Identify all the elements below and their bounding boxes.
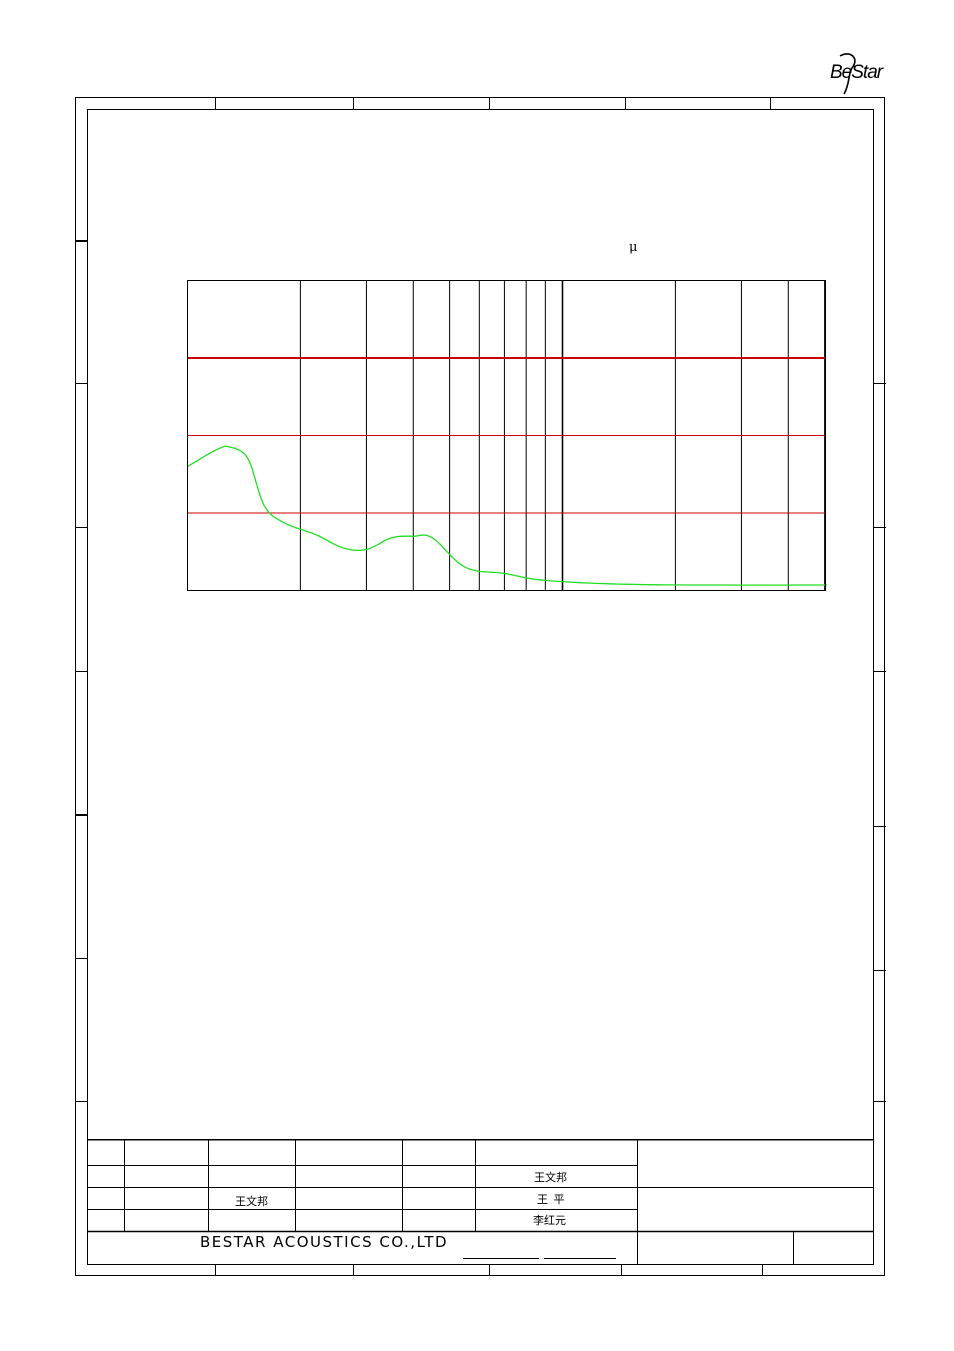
- frame-tick: [76, 814, 88, 816]
- frame-tick: [625, 98, 626, 109]
- frame-tick: [489, 98, 490, 109]
- frame-tick: [353, 1265, 354, 1276]
- frame-tick: [874, 826, 886, 827]
- signature-designer: 王文邦: [235, 1196, 268, 1208]
- drawing-number-underline: [463, 1258, 539, 1259]
- frame-tick: [353, 98, 354, 109]
- frame-tick: [76, 240, 88, 242]
- drawing-outer-frame: [75, 97, 885, 1276]
- chart-border: [187, 280, 826, 591]
- distortion-chart: [187, 280, 827, 591]
- frame-tick: [76, 1101, 88, 1102]
- frame-tick: [874, 970, 886, 971]
- signature-checked-by: 王 平: [537, 1194, 565, 1206]
- frame-tick: [770, 98, 771, 109]
- title-block-lines: [87, 1139, 874, 1265]
- frame-tick: [874, 383, 886, 384]
- frame-tick: [874, 527, 886, 528]
- drawing-inner-frame: [87, 109, 874, 1265]
- frame-tick: [621, 1265, 622, 1276]
- frame-tick: [215, 1265, 216, 1276]
- frame-tick: [215, 98, 216, 109]
- signature-drawn-by: 王文邦: [534, 1172, 567, 1184]
- frame-tick: [76, 527, 88, 528]
- frame-tick: [76, 958, 88, 959]
- frame-tick: [762, 1265, 763, 1276]
- frame-tick: [76, 383, 88, 384]
- frame-tick: [489, 1265, 490, 1276]
- drawing-number-underline: [544, 1258, 616, 1259]
- frame-tick: [874, 1101, 886, 1102]
- chart-reference-lines: [187, 357, 826, 514]
- logo-swirl-icon: [839, 53, 856, 95]
- bestar-logo: BeStar: [826, 50, 896, 98]
- logo-text: BeStar: [830, 62, 883, 83]
- chart-series-line: [187, 445, 827, 586]
- company-name: BESTAR ACOUSTICS CO.,LTD: [200, 1233, 449, 1251]
- frame-tick: [76, 671, 88, 672]
- chart-unit-symbol: μ: [629, 240, 638, 255]
- signature-approved-by: 李红元: [533, 1215, 566, 1227]
- frame-tick: [874, 671, 886, 672]
